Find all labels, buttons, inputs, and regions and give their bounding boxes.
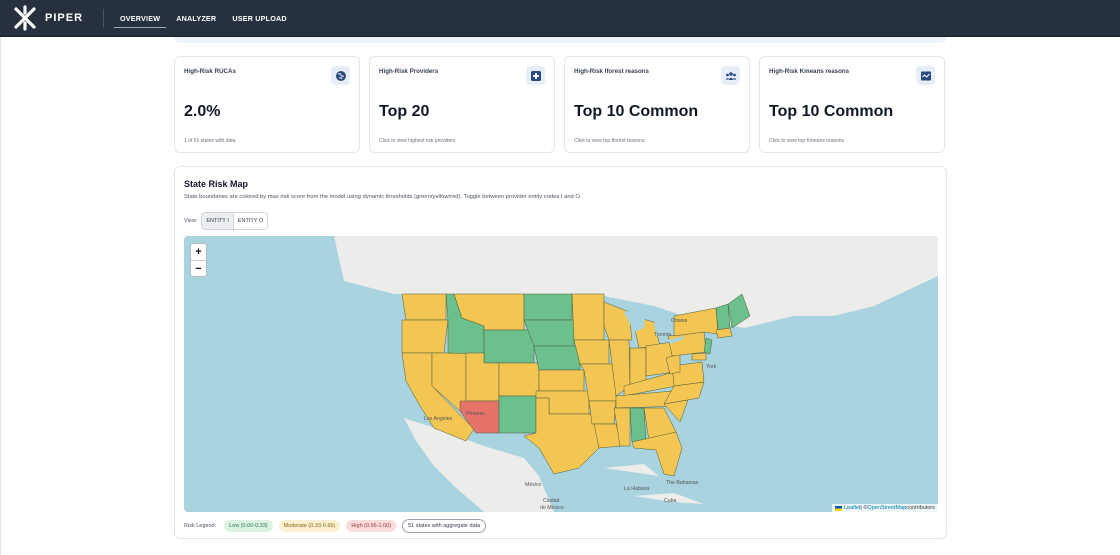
header-strip bbox=[174, 37, 947, 43]
card-subtitle: Click to view top Kmeans reasons bbox=[769, 138, 845, 144]
state-new-mexico bbox=[498, 395, 537, 434]
state-colorado bbox=[498, 362, 540, 397]
nav-user-upload[interactable]: USER UPLOAD bbox=[232, 13, 287, 23]
legend-low-badge: Low (0.00-0.33) bbox=[224, 520, 273, 532]
entity-o-button[interactable]: ENTITY O bbox=[233, 213, 268, 229]
users-icon bbox=[721, 66, 740, 85]
label-ciudad: Ciudad bbox=[543, 498, 560, 504]
nav-overview[interactable]: OVERVIEW bbox=[112, 0, 168, 37]
attribution-separator: | © bbox=[860, 505, 868, 511]
state-maryland bbox=[691, 352, 707, 361]
cuba-land bbox=[634, 493, 704, 504]
card-value: Top 10 Common bbox=[574, 103, 699, 120]
card-subtitle: Click to view top Iforest reasons bbox=[574, 138, 645, 144]
risk-map[interactable]: Ottawa Toronto York Phoenix Los Angeles … bbox=[184, 236, 938, 512]
state-illinois bbox=[608, 339, 631, 397]
state-oregon bbox=[401, 319, 449, 354]
osm-link[interactable]: OpenStreetMap bbox=[867, 505, 907, 511]
card-iforest-reasons[interactable]: High-Risk Iforest reasons Top 10 Common … bbox=[564, 56, 750, 153]
brand-name: PIPER bbox=[45, 12, 84, 24]
label-the-bahamas: The Bahamas bbox=[666, 480, 699, 486]
florida-region-land bbox=[604, 464, 659, 476]
card-value: Top 20 bbox=[379, 103, 430, 120]
legend-moderate-badge: Moderate (0.33-0.66) bbox=[278, 520, 341, 532]
state-iowa bbox=[573, 339, 610, 365]
card-subtitle: 1 of 51 states with data bbox=[184, 138, 236, 144]
state-new-york bbox=[673, 307, 719, 337]
entity-toggle: ENTITY I ENTITY O bbox=[201, 212, 269, 230]
state-florida bbox=[631, 431, 683, 477]
state-pennsylvania bbox=[667, 331, 707, 357]
canada-land bbox=[334, 236, 938, 328]
ukraine-flag-icon bbox=[834, 505, 842, 511]
label-cuba: Cuba bbox=[664, 498, 677, 504]
state-nebraska bbox=[533, 345, 581, 371]
card-value: 2.0% bbox=[184, 103, 221, 120]
mexico-land bbox=[404, 418, 554, 512]
zoom-out-button[interactable]: − bbox=[191, 260, 206, 276]
map-attribution: Leaflet | © OpenStreetMap contributors bbox=[831, 504, 938, 512]
state-mass-ct bbox=[715, 327, 733, 339]
label-toronto: Toronto bbox=[654, 332, 672, 338]
card-high-risk-providers[interactable]: High-Risk Providers Top 20 Click to view… bbox=[369, 56, 555, 153]
nav-analyzer[interactable]: ANALYZER bbox=[176, 13, 217, 23]
state-minnesota bbox=[571, 293, 605, 341]
state-mississippi bbox=[613, 407, 631, 447]
map-canvas bbox=[334, 236, 938, 512]
state-new-jersey bbox=[703, 337, 713, 355]
legend-high-badge: High (0.66-1.00) bbox=[346, 520, 397, 532]
leaflet-link[interactable]: Leaflet bbox=[843, 505, 861, 511]
label-york: York bbox=[706, 364, 717, 370]
state-wyoming bbox=[483, 329, 535, 364]
brand-logo[interactable]: PIPER bbox=[12, 5, 83, 31]
nav-divider bbox=[103, 9, 105, 27]
card-title: High-Risk RUCAs bbox=[184, 68, 236, 75]
entity-i-button[interactable]: ENTITY I bbox=[202, 213, 234, 229]
legend-title: Risk Legend: bbox=[184, 523, 217, 529]
globe-icon bbox=[331, 66, 350, 85]
state-kansas bbox=[538, 369, 585, 392]
label-phoenix: Phoenix bbox=[466, 411, 485, 417]
main-nav: OVERVIEW ANALYZER USER UPLOAD bbox=[112, 0, 295, 37]
risk-legend: Risk Legend: Low (0.00-0.33) Moderate (0… bbox=[184, 519, 492, 533]
view-label: View: bbox=[184, 218, 198, 224]
state-arizona bbox=[459, 400, 500, 434]
zoom-in-button[interactable]: + bbox=[195, 246, 202, 258]
top-nav-bar: PIPER OVERVIEW ANALYZER USER UPLOAD bbox=[0, 0, 1120, 37]
label-la-habana: La Habana bbox=[624, 486, 650, 492]
state-texas bbox=[523, 397, 600, 475]
state-maine bbox=[727, 293, 751, 329]
state-wisconsin bbox=[603, 301, 633, 341]
card-kmeans-reasons[interactable]: High-Risk Kmeans reasons Top 10 Common C… bbox=[759, 56, 945, 153]
piper-logo-icon bbox=[14, 5, 36, 31]
view-toggle-row: View: ENTITY I ENTITY O bbox=[184, 212, 269, 230]
card-title: High-Risk Kmeans reasons bbox=[769, 68, 850, 75]
card-value: Top 10 Common bbox=[769, 103, 894, 120]
state-alabama bbox=[629, 407, 647, 443]
card-title: High-Risk Iforest reasons bbox=[574, 68, 649, 75]
card-title: High-Risk Providers bbox=[379, 68, 439, 75]
section-title: State Risk Map bbox=[184, 179, 249, 189]
state-washington bbox=[401, 293, 447, 321]
attribution-contributors: contributors bbox=[906, 505, 935, 511]
zoom-control: + − bbox=[190, 243, 207, 277]
page-content: High-Risk RUCAs 2.0% 1 of 51 states with… bbox=[0, 37, 1120, 555]
section-description: State boundaries are colored by max risk… bbox=[184, 194, 582, 200]
label-de-mexico: de México bbox=[540, 505, 564, 511]
card-subtitle: Click to view highest risk providers bbox=[379, 138, 456, 144]
label-mexico: México bbox=[525, 482, 542, 488]
state-vermont-nh bbox=[715, 303, 731, 331]
card-high-risk-rucas[interactable]: High-Risk RUCAs 2.0% 1 of 51 states with… bbox=[174, 56, 360, 153]
state-arkansas bbox=[588, 400, 617, 425]
chart-wave-icon bbox=[916, 66, 935, 85]
label-los-angeles: Los Angeles bbox=[424, 416, 453, 422]
label-ottawa: Ottawa bbox=[671, 318, 688, 324]
state-risk-map-panel: State Risk Map State boundaries are colo… bbox=[174, 166, 947, 539]
great-lakes bbox=[624, 308, 684, 344]
medical-plus-icon bbox=[526, 66, 545, 85]
legend-count-badge: 51 states with aggregate data bbox=[402, 519, 487, 533]
state-north-dakota bbox=[523, 293, 573, 321]
